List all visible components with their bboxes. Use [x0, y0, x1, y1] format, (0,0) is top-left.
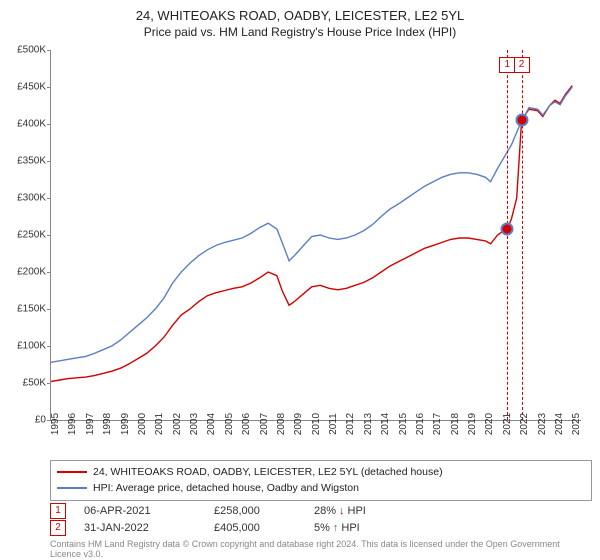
- x-axis-label: 2016: [415, 413, 426, 435]
- y-tick: [47, 383, 51, 384]
- x-axis-label: 2023: [537, 413, 548, 435]
- x-axis-label: 2011: [328, 413, 339, 435]
- sale-delta-pct: 28%: [314, 505, 336, 517]
- y-tick: [47, 87, 51, 88]
- event-marker: [501, 223, 514, 236]
- y-axis-label: £0: [35, 415, 46, 426]
- sale-delta: 28%↓HPI: [314, 505, 404, 517]
- y-axis-label: £250K: [17, 230, 46, 241]
- x-axis-label: 2019: [467, 413, 478, 435]
- y-axis-label: £100K: [17, 341, 46, 352]
- chart-container: 24, WHITEOAKS ROAD, OADBY, LEICESTER, LE…: [0, 0, 600, 560]
- x-axis-label: 2005: [224, 413, 235, 435]
- x-axis-label: 2015: [398, 413, 409, 435]
- x-axis-label: 2014: [380, 413, 391, 435]
- x-axis-label: 2025: [571, 413, 582, 435]
- sale-badge: 2: [50, 520, 66, 536]
- x-axis-label: 1998: [102, 413, 113, 435]
- y-axis-label: £350K: [17, 156, 46, 167]
- title-block: 24, WHITEOAKS ROAD, OADBY, LEICESTER, LE…: [0, 0, 600, 41]
- chart-subtitle: Price paid vs. HM Land Registry's House …: [0, 25, 600, 39]
- x-axis-label: 2004: [206, 413, 217, 435]
- x-axis-label: 1996: [67, 413, 78, 435]
- sale-row: 2 31-JAN-2022£405,0005%↑HPI: [50, 519, 404, 536]
- y-axis-label: £400K: [17, 119, 46, 130]
- x-axis-label: 2024: [554, 413, 565, 435]
- y-axis-label: £150K: [17, 304, 46, 315]
- y-tick: [47, 346, 51, 347]
- x-axis-label: 2002: [172, 413, 183, 435]
- legend-row: 24, WHITEOAKS ROAD, OADBY, LEICESTER, LE…: [57, 464, 585, 480]
- sale-date: 31-JAN-2022: [84, 522, 214, 534]
- y-tick: [47, 50, 51, 51]
- legend-label: HPI: Average price, detached house, Oadb…: [93, 482, 359, 494]
- sale-price: £258,000: [214, 505, 314, 517]
- x-axis-label: 2003: [189, 413, 200, 435]
- x-axis-label: 2006: [241, 413, 252, 435]
- x-axis-label: 2009: [293, 413, 304, 435]
- x-axis-label: 2022: [519, 413, 530, 435]
- y-axis-label: £300K: [17, 193, 46, 204]
- sale-delta-against: HPI: [348, 505, 366, 517]
- y-axis-label: £200K: [17, 267, 46, 278]
- chart-area: 12 £0£50K£100K£150K£200K£250K£300K£350K£…: [50, 50, 580, 420]
- sales-table: 106-APR-2021£258,00028%↓HPI231-JAN-2022£…: [50, 502, 404, 536]
- legend-swatch: [57, 471, 87, 473]
- legend-label: 24, WHITEOAKS ROAD, OADBY, LEICESTER, LE…: [93, 466, 443, 478]
- y-axis-label: £50K: [23, 378, 46, 389]
- x-axis-label: 1997: [85, 413, 96, 435]
- x-axis-label: 2008: [276, 413, 287, 435]
- x-axis-label: 2012: [345, 413, 356, 435]
- x-axis-label: 2010: [311, 413, 322, 435]
- y-tick: [47, 272, 51, 273]
- event-vline: [522, 50, 523, 420]
- y-tick: [47, 198, 51, 199]
- y-axis-label: £450K: [17, 82, 46, 93]
- sale-date: 06-APR-2021: [84, 505, 214, 517]
- plot-svg: [51, 50, 581, 420]
- event-badge: 2: [514, 57, 530, 73]
- sale-row: 1 06-APR-2021£258,00028%↓HPI: [50, 502, 404, 519]
- y-axis-label: £500K: [17, 45, 46, 56]
- x-axis-label: 2000: [137, 413, 148, 435]
- y-tick: [47, 161, 51, 162]
- y-tick: [47, 235, 51, 236]
- sale-delta: 5%↑HPI: [314, 522, 404, 534]
- x-axis-label: 2001: [154, 413, 165, 435]
- chart-title: 24, WHITEOAKS ROAD, OADBY, LEICESTER, LE…: [0, 8, 600, 23]
- x-axis-label: 2021: [502, 413, 513, 435]
- sale-delta-against: HPI: [341, 522, 359, 534]
- arrow-up-icon: ↑: [333, 522, 339, 534]
- x-axis-label: 2017: [432, 413, 443, 435]
- x-axis-label: 1995: [50, 413, 61, 435]
- x-axis-label: 2018: [450, 413, 461, 435]
- series-hpi: [51, 87, 572, 362]
- plot-region: 12: [50, 50, 581, 421]
- footnote: Contains HM Land Registry data © Crown c…: [50, 540, 580, 560]
- legend-row: HPI: Average price, detached house, Oadb…: [57, 480, 585, 496]
- legend-swatch: [57, 487, 87, 489]
- legend-box: 24, WHITEOAKS ROAD, OADBY, LEICESTER, LE…: [50, 460, 592, 501]
- x-axis-label: 2007: [259, 413, 270, 435]
- sale-badge: 1: [50, 503, 66, 519]
- y-tick: [47, 309, 51, 310]
- x-axis-label: 2020: [484, 413, 495, 435]
- arrow-down-icon: ↓: [339, 505, 345, 517]
- sale-price: £405,000: [214, 522, 314, 534]
- sale-delta-pct: 5%: [314, 522, 330, 534]
- x-axis-label: 2013: [363, 413, 374, 435]
- event-marker: [515, 114, 528, 127]
- series-property: [51, 86, 572, 382]
- x-axis-label: 1999: [120, 413, 131, 435]
- y-tick: [47, 124, 51, 125]
